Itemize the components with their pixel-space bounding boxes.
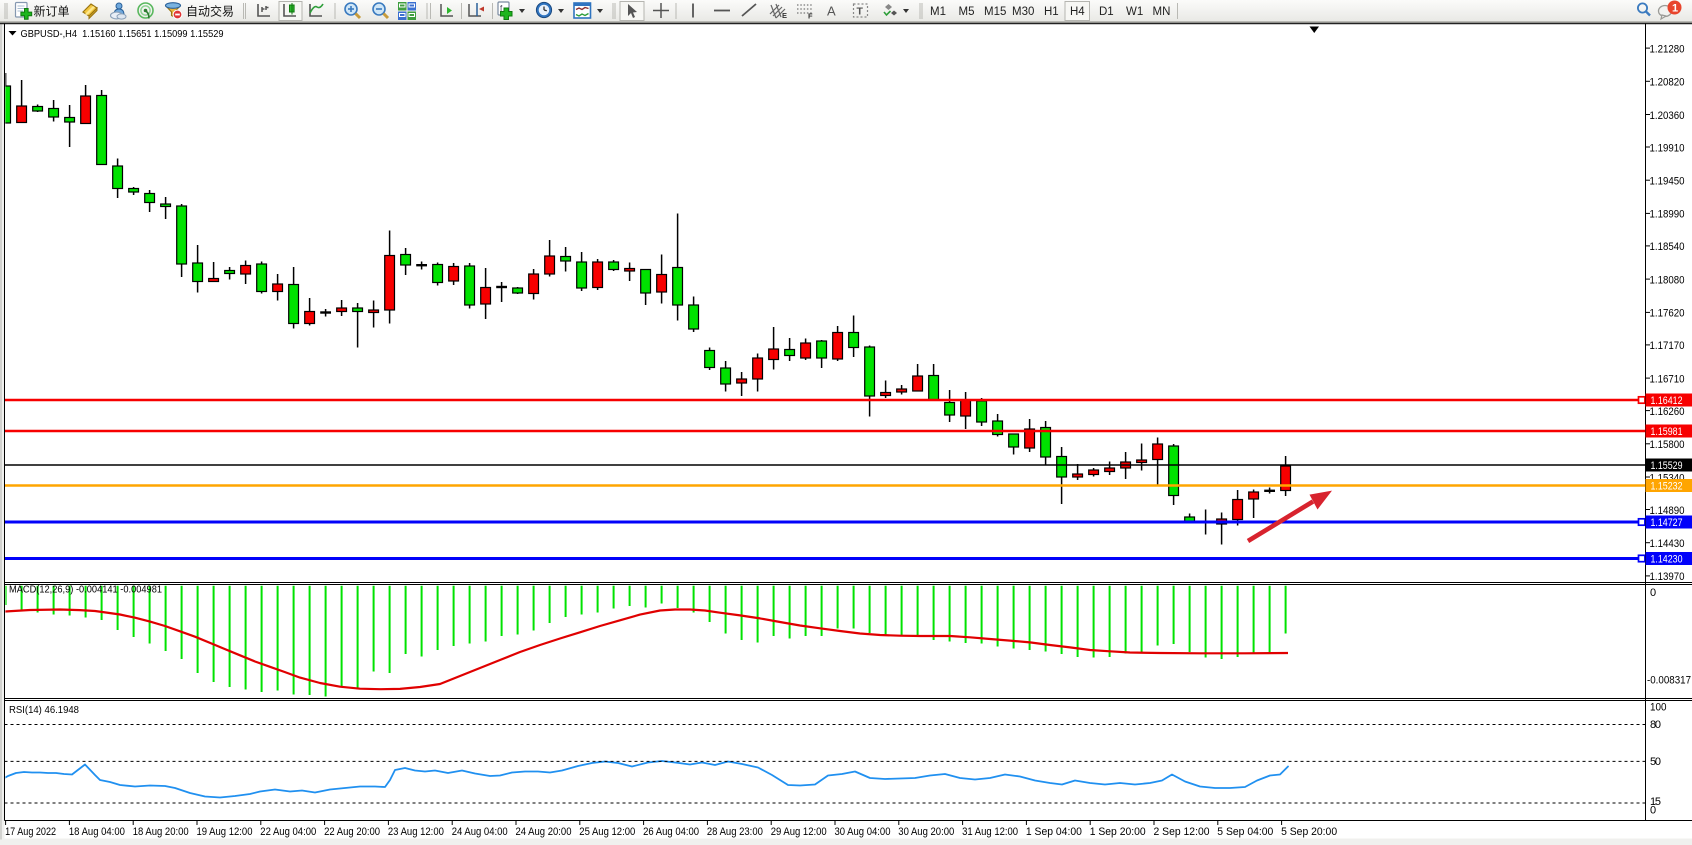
svg-text:1.20360: 1.20360 xyxy=(1650,110,1685,122)
svg-text:5 Sep 04:00: 5 Sep 04:00 xyxy=(1217,826,1273,838)
svg-text:1.16710: 1.16710 xyxy=(1650,373,1685,385)
svg-text:M5: M5 xyxy=(959,6,975,18)
svg-text:M15: M15 xyxy=(984,6,1006,18)
svg-text:1.16260: 1.16260 xyxy=(1650,406,1685,418)
svg-text:100: 100 xyxy=(1650,702,1667,714)
svg-text:1.13970: 1.13970 xyxy=(1650,571,1685,583)
svg-text:23 Aug 12:00: 23 Aug 12:00 xyxy=(388,826,444,838)
svg-text:18 Aug 20:00: 18 Aug 20:00 xyxy=(133,826,189,838)
svg-text:GBPUSD-,H4 1.15160 1.15651 1.: GBPUSD-,H4 1.15160 1.15651 1.15099 1.155… xyxy=(21,28,224,40)
svg-text:19 Aug 12:00: 19 Aug 12:00 xyxy=(197,826,253,838)
svg-text:22 Aug 04:00: 22 Aug 04:00 xyxy=(260,826,316,838)
svg-text:0: 0 xyxy=(1650,805,1656,817)
svg-text:1.14890: 1.14890 xyxy=(1650,505,1685,517)
svg-text:f: f xyxy=(500,4,503,13)
svg-text:1.16412: 1.16412 xyxy=(1651,395,1683,407)
svg-text:24 Aug 20:00: 24 Aug 20:00 xyxy=(516,826,572,838)
svg-text:18 Aug 04:00: 18 Aug 04:00 xyxy=(69,826,125,838)
svg-text:M30: M30 xyxy=(1012,6,1034,18)
svg-text:1.17620: 1.17620 xyxy=(1650,308,1685,320)
svg-text:1 Sep 20:00: 1 Sep 20:00 xyxy=(1090,826,1146,838)
svg-text:T: T xyxy=(857,6,864,18)
svg-text:50: 50 xyxy=(1650,756,1661,768)
svg-text:80: 80 xyxy=(1650,719,1661,731)
svg-text:1.15981: 1.15981 xyxy=(1651,426,1683,438)
svg-text:RSI(14) 46.1948: RSI(14) 46.1948 xyxy=(9,704,79,716)
svg-text:W1: W1 xyxy=(1126,6,1143,18)
svg-text:30 Aug 04:00: 30 Aug 04:00 xyxy=(835,826,891,838)
svg-text:新订单: 新订单 xyxy=(34,4,70,19)
svg-text:24 Aug 04:00: 24 Aug 04:00 xyxy=(452,826,508,838)
svg-text:MACD(12,26,9) -0.004141 -0.004: MACD(12,26,9) -0.004141 -0.004981 xyxy=(9,584,162,596)
svg-text:1.19450: 1.19450 xyxy=(1650,176,1685,188)
svg-text:1.15529: 1.15529 xyxy=(1651,460,1683,472)
svg-text:30 Aug 20:00: 30 Aug 20:00 xyxy=(898,826,954,838)
svg-text:1.14727: 1.14727 xyxy=(1651,517,1683,529)
svg-text:15: 15 xyxy=(1650,796,1661,808)
svg-text:0: 0 xyxy=(1650,587,1656,599)
svg-text:25 Aug 12:00: 25 Aug 12:00 xyxy=(579,826,635,838)
svg-text:E: E xyxy=(782,11,787,20)
svg-text:1.15232: 1.15232 xyxy=(1651,480,1683,492)
svg-text:1.18080: 1.18080 xyxy=(1650,274,1685,286)
svg-text:17 Aug 2022: 17 Aug 2022 xyxy=(5,826,56,838)
svg-text:M1: M1 xyxy=(930,6,946,18)
svg-text:1: 1 xyxy=(1672,3,1678,15)
svg-text:A: A xyxy=(827,4,836,19)
svg-text:1.18990: 1.18990 xyxy=(1650,209,1685,221)
svg-text:1.15800: 1.15800 xyxy=(1650,439,1685,451)
svg-text:26 Aug 04:00: 26 Aug 04:00 xyxy=(643,826,699,838)
svg-text:自动交易: 自动交易 xyxy=(186,4,234,19)
svg-text:-0.008317: -0.008317 xyxy=(1647,675,1691,687)
svg-text:2 Sep 12:00: 2 Sep 12:00 xyxy=(1154,826,1210,838)
svg-text:1.18540: 1.18540 xyxy=(1650,241,1685,253)
svg-text:H4: H4 xyxy=(1070,6,1085,18)
svg-text:1.21280: 1.21280 xyxy=(1650,43,1685,55)
svg-text:1.17170: 1.17170 xyxy=(1650,340,1685,352)
svg-text:29 Aug 12:00: 29 Aug 12:00 xyxy=(771,826,827,838)
svg-text:31 Aug 12:00: 31 Aug 12:00 xyxy=(962,826,1018,838)
svg-text:28 Aug 23:00: 28 Aug 23:00 xyxy=(707,826,763,838)
svg-text:D1: D1 xyxy=(1099,6,1114,18)
svg-text:1 Sep 04:00: 1 Sep 04:00 xyxy=(1026,826,1082,838)
svg-text:1.14430: 1.14430 xyxy=(1650,538,1685,550)
svg-text:MN: MN xyxy=(1153,6,1171,18)
svg-text:1.19910: 1.19910 xyxy=(1650,142,1685,154)
svg-text:22 Aug 20:00: 22 Aug 20:00 xyxy=(324,826,380,838)
svg-text:1.14230: 1.14230 xyxy=(1651,553,1683,565)
svg-text:H1: H1 xyxy=(1044,6,1059,18)
svg-text:F: F xyxy=(808,12,813,21)
svg-text:5 Sep 20:00: 5 Sep 20:00 xyxy=(1281,826,1337,838)
svg-text:1.20820: 1.20820 xyxy=(1650,77,1685,89)
